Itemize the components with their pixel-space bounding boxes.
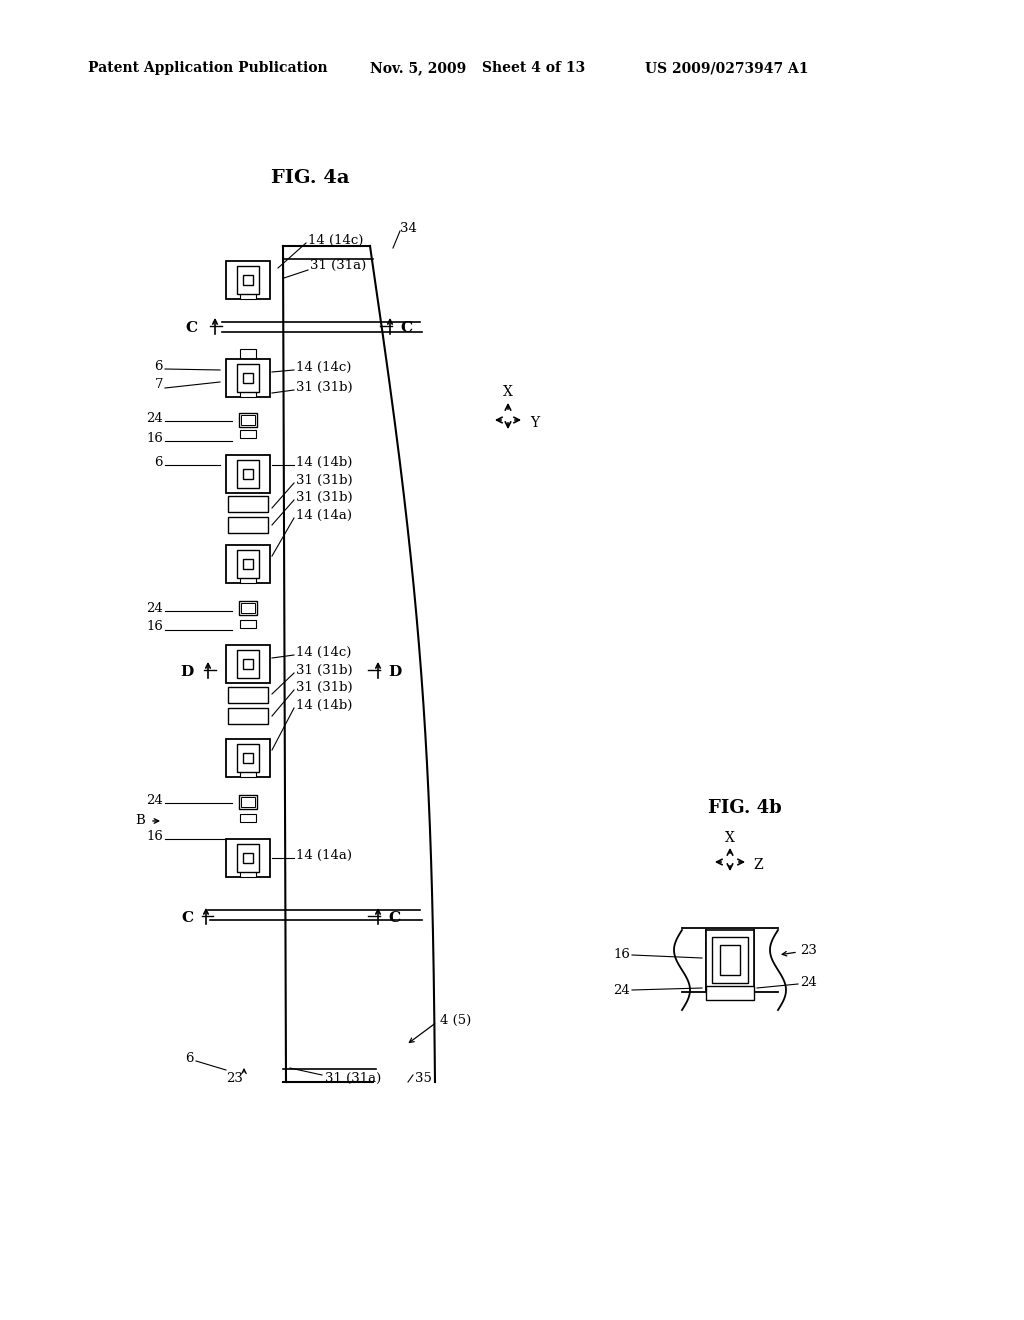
Bar bbox=[241, 797, 255, 807]
Text: C: C bbox=[186, 321, 198, 335]
Bar bbox=[239, 413, 257, 426]
Bar bbox=[228, 686, 268, 704]
Text: 34: 34 bbox=[400, 222, 417, 235]
Text: 16: 16 bbox=[146, 620, 163, 634]
Text: 35: 35 bbox=[415, 1072, 432, 1085]
Text: 24: 24 bbox=[146, 412, 163, 425]
Text: 6: 6 bbox=[185, 1052, 194, 1064]
Text: 16: 16 bbox=[146, 829, 163, 842]
Bar bbox=[241, 414, 255, 425]
Bar bbox=[228, 708, 268, 723]
Bar bbox=[240, 389, 256, 397]
Text: 24: 24 bbox=[146, 793, 163, 807]
Text: B: B bbox=[135, 813, 145, 826]
Text: 24: 24 bbox=[146, 602, 163, 615]
Bar bbox=[226, 359, 270, 397]
Bar bbox=[226, 261, 270, 300]
Bar bbox=[240, 430, 256, 438]
Text: 6: 6 bbox=[155, 455, 163, 469]
Text: Patent Application Publication: Patent Application Publication bbox=[88, 61, 328, 75]
Text: 14 (14b): 14 (14b) bbox=[296, 455, 352, 469]
Bar bbox=[237, 459, 259, 488]
Text: C: C bbox=[388, 911, 400, 925]
Text: C: C bbox=[400, 321, 412, 335]
Text: 31 (31a): 31 (31a) bbox=[310, 259, 367, 272]
Bar bbox=[226, 545, 270, 583]
Text: 31 (31a): 31 (31a) bbox=[325, 1072, 381, 1085]
Text: 31 (31b): 31 (31b) bbox=[296, 664, 352, 676]
Text: 24: 24 bbox=[613, 983, 630, 997]
Text: 14 (14a): 14 (14a) bbox=[296, 508, 352, 521]
Bar bbox=[239, 795, 257, 809]
Bar bbox=[226, 455, 270, 492]
Bar bbox=[237, 843, 259, 873]
Text: D: D bbox=[181, 665, 194, 678]
Bar bbox=[240, 289, 256, 300]
Bar bbox=[243, 275, 253, 285]
Bar bbox=[237, 550, 259, 578]
Text: C: C bbox=[181, 911, 193, 925]
Text: 24: 24 bbox=[800, 975, 817, 989]
Bar bbox=[240, 348, 256, 359]
Text: 31 (31b): 31 (31b) bbox=[296, 491, 352, 503]
Text: 23: 23 bbox=[800, 944, 817, 957]
Bar bbox=[243, 853, 253, 863]
Text: 7: 7 bbox=[155, 379, 163, 392]
Text: D: D bbox=[388, 665, 401, 678]
Text: Sheet 4 of 13: Sheet 4 of 13 bbox=[482, 61, 586, 75]
Text: 31 (31b): 31 (31b) bbox=[296, 681, 352, 693]
Text: 14 (14c): 14 (14c) bbox=[296, 645, 351, 659]
Bar bbox=[706, 931, 754, 990]
Text: Y: Y bbox=[530, 416, 539, 430]
Bar bbox=[226, 840, 270, 876]
Bar bbox=[243, 659, 253, 669]
Bar bbox=[240, 620, 256, 628]
Bar bbox=[243, 469, 253, 479]
Bar bbox=[228, 496, 268, 512]
Text: Nov. 5, 2009: Nov. 5, 2009 bbox=[370, 61, 466, 75]
Bar bbox=[240, 814, 256, 822]
Bar bbox=[720, 945, 740, 975]
Bar bbox=[237, 649, 259, 678]
Bar bbox=[240, 576, 256, 583]
Text: X: X bbox=[725, 832, 735, 845]
Text: 4 (5): 4 (5) bbox=[440, 1014, 471, 1027]
Text: 14 (14c): 14 (14c) bbox=[296, 360, 351, 374]
Text: 14 (14a): 14 (14a) bbox=[296, 849, 352, 862]
Bar bbox=[712, 937, 748, 983]
Bar bbox=[241, 603, 255, 612]
Bar bbox=[237, 267, 259, 294]
Text: 31 (31b): 31 (31b) bbox=[296, 380, 352, 393]
Text: X: X bbox=[503, 385, 513, 399]
Bar bbox=[243, 558, 253, 569]
Text: FIG. 4b: FIG. 4b bbox=[709, 799, 782, 817]
Text: FIG. 4a: FIG. 4a bbox=[270, 169, 349, 187]
Bar bbox=[706, 986, 754, 1001]
Bar bbox=[239, 601, 257, 615]
Text: 6: 6 bbox=[155, 359, 163, 372]
Bar bbox=[237, 744, 259, 772]
Text: 16: 16 bbox=[613, 949, 630, 961]
Text: US 2009/0273947 A1: US 2009/0273947 A1 bbox=[645, 61, 809, 75]
Bar bbox=[237, 364, 259, 392]
Bar bbox=[243, 752, 253, 763]
Text: 16: 16 bbox=[146, 432, 163, 445]
Bar bbox=[226, 739, 270, 777]
Text: 14 (14b): 14 (14b) bbox=[296, 698, 352, 711]
Bar bbox=[228, 517, 268, 533]
Bar bbox=[243, 374, 253, 383]
Text: 14 (14c): 14 (14c) bbox=[308, 234, 364, 247]
Text: 23: 23 bbox=[226, 1072, 244, 1085]
Text: Z: Z bbox=[753, 858, 763, 873]
Bar bbox=[226, 645, 270, 682]
Bar bbox=[240, 770, 256, 777]
Text: 31 (31b): 31 (31b) bbox=[296, 474, 352, 487]
Bar bbox=[240, 867, 256, 876]
